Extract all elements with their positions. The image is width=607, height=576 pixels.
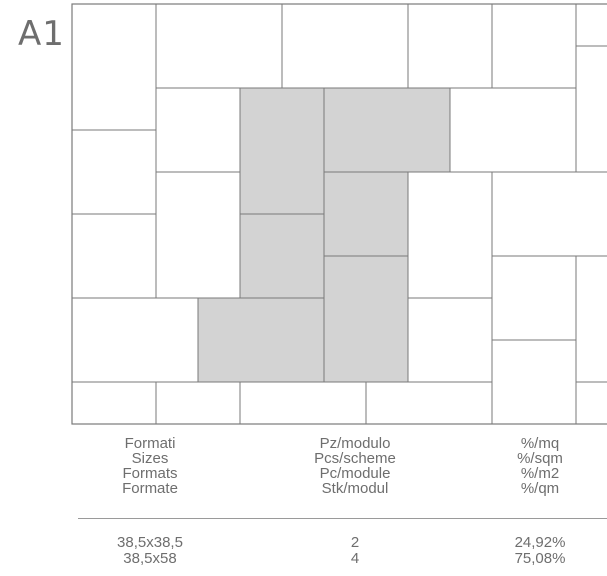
column-percent: 24,92% 75,08%: [500, 535, 580, 567]
tile: [71, 213, 157, 299]
highlighted-tile: [323, 255, 409, 383]
scheme-code-label: A1: [18, 14, 65, 54]
tile: [575, 3, 607, 47]
tile-layout-diagram: [71, 3, 607, 425]
highlighted-tile: [197, 297, 325, 383]
tile: [575, 45, 607, 173]
header-percent-en: %/sqm: [517, 450, 563, 467]
tile: [71, 297, 199, 383]
header-sizes-en: Sizes: [131, 450, 169, 467]
tile: [239, 381, 367, 425]
header-pieces: Pz/modulo Pcs/scheme Pc/module Stk/modul: [290, 436, 420, 496]
highlighted-tile: [323, 171, 409, 257]
column-sizes: 38,5x38,5 38,5x58: [95, 535, 205, 567]
row-1-size: 38,5x38,5: [117, 534, 183, 551]
tile: [491, 3, 577, 89]
row-2-pieces: 4: [350, 550, 360, 567]
tile: [491, 339, 577, 425]
tile: [155, 3, 283, 89]
tile: [281, 3, 409, 89]
header-pieces-fr: Pc/module: [319, 465, 391, 482]
highlighted-tile: [239, 87, 325, 215]
layout-frame: [71, 3, 607, 425]
tile: [155, 171, 241, 299]
tile: [575, 255, 607, 383]
header-sizes-it: Formati: [124, 435, 176, 452]
tile: [155, 87, 241, 173]
tile: [365, 381, 493, 425]
tile: [71, 129, 157, 215]
highlighted-tile: [239, 213, 325, 299]
header-pieces-en: Pcs/scheme: [314, 450, 396, 467]
tile: [407, 297, 493, 383]
row-2-size: 38,5x58: [123, 550, 177, 567]
header-sizes-fr: Formats: [122, 465, 178, 482]
tile: [155, 381, 241, 425]
header-sizes: Formati Sizes Formats Formate: [95, 436, 205, 496]
row-1-pieces: 2: [350, 534, 360, 551]
row-2-percent: 75,08%: [514, 550, 566, 567]
highlighted-tile: [323, 87, 451, 173]
header-percent-de: %/qm: [520, 480, 560, 497]
header-percent-fr: %/m2: [520, 465, 560, 482]
header-pieces-it: Pz/modulo: [319, 435, 391, 452]
row-1-percent: 24,92%: [514, 534, 566, 551]
tile: [71, 3, 157, 131]
tile: [71, 381, 157, 425]
table-divider: [78, 518, 607, 519]
tile: [407, 3, 493, 89]
column-pieces: 2 4: [325, 535, 385, 567]
tile: [491, 255, 577, 341]
tile: [575, 381, 607, 425]
header-percent: %/mq %/sqm %/m2 %/qm: [500, 436, 580, 496]
tile: [449, 87, 577, 173]
header-percent-it: %/mq: [520, 435, 560, 452]
header-sizes-de: Formate: [122, 480, 178, 497]
tile: [491, 171, 607, 257]
header-pieces-de: Stk/modul: [321, 480, 389, 497]
tile: [407, 171, 493, 299]
